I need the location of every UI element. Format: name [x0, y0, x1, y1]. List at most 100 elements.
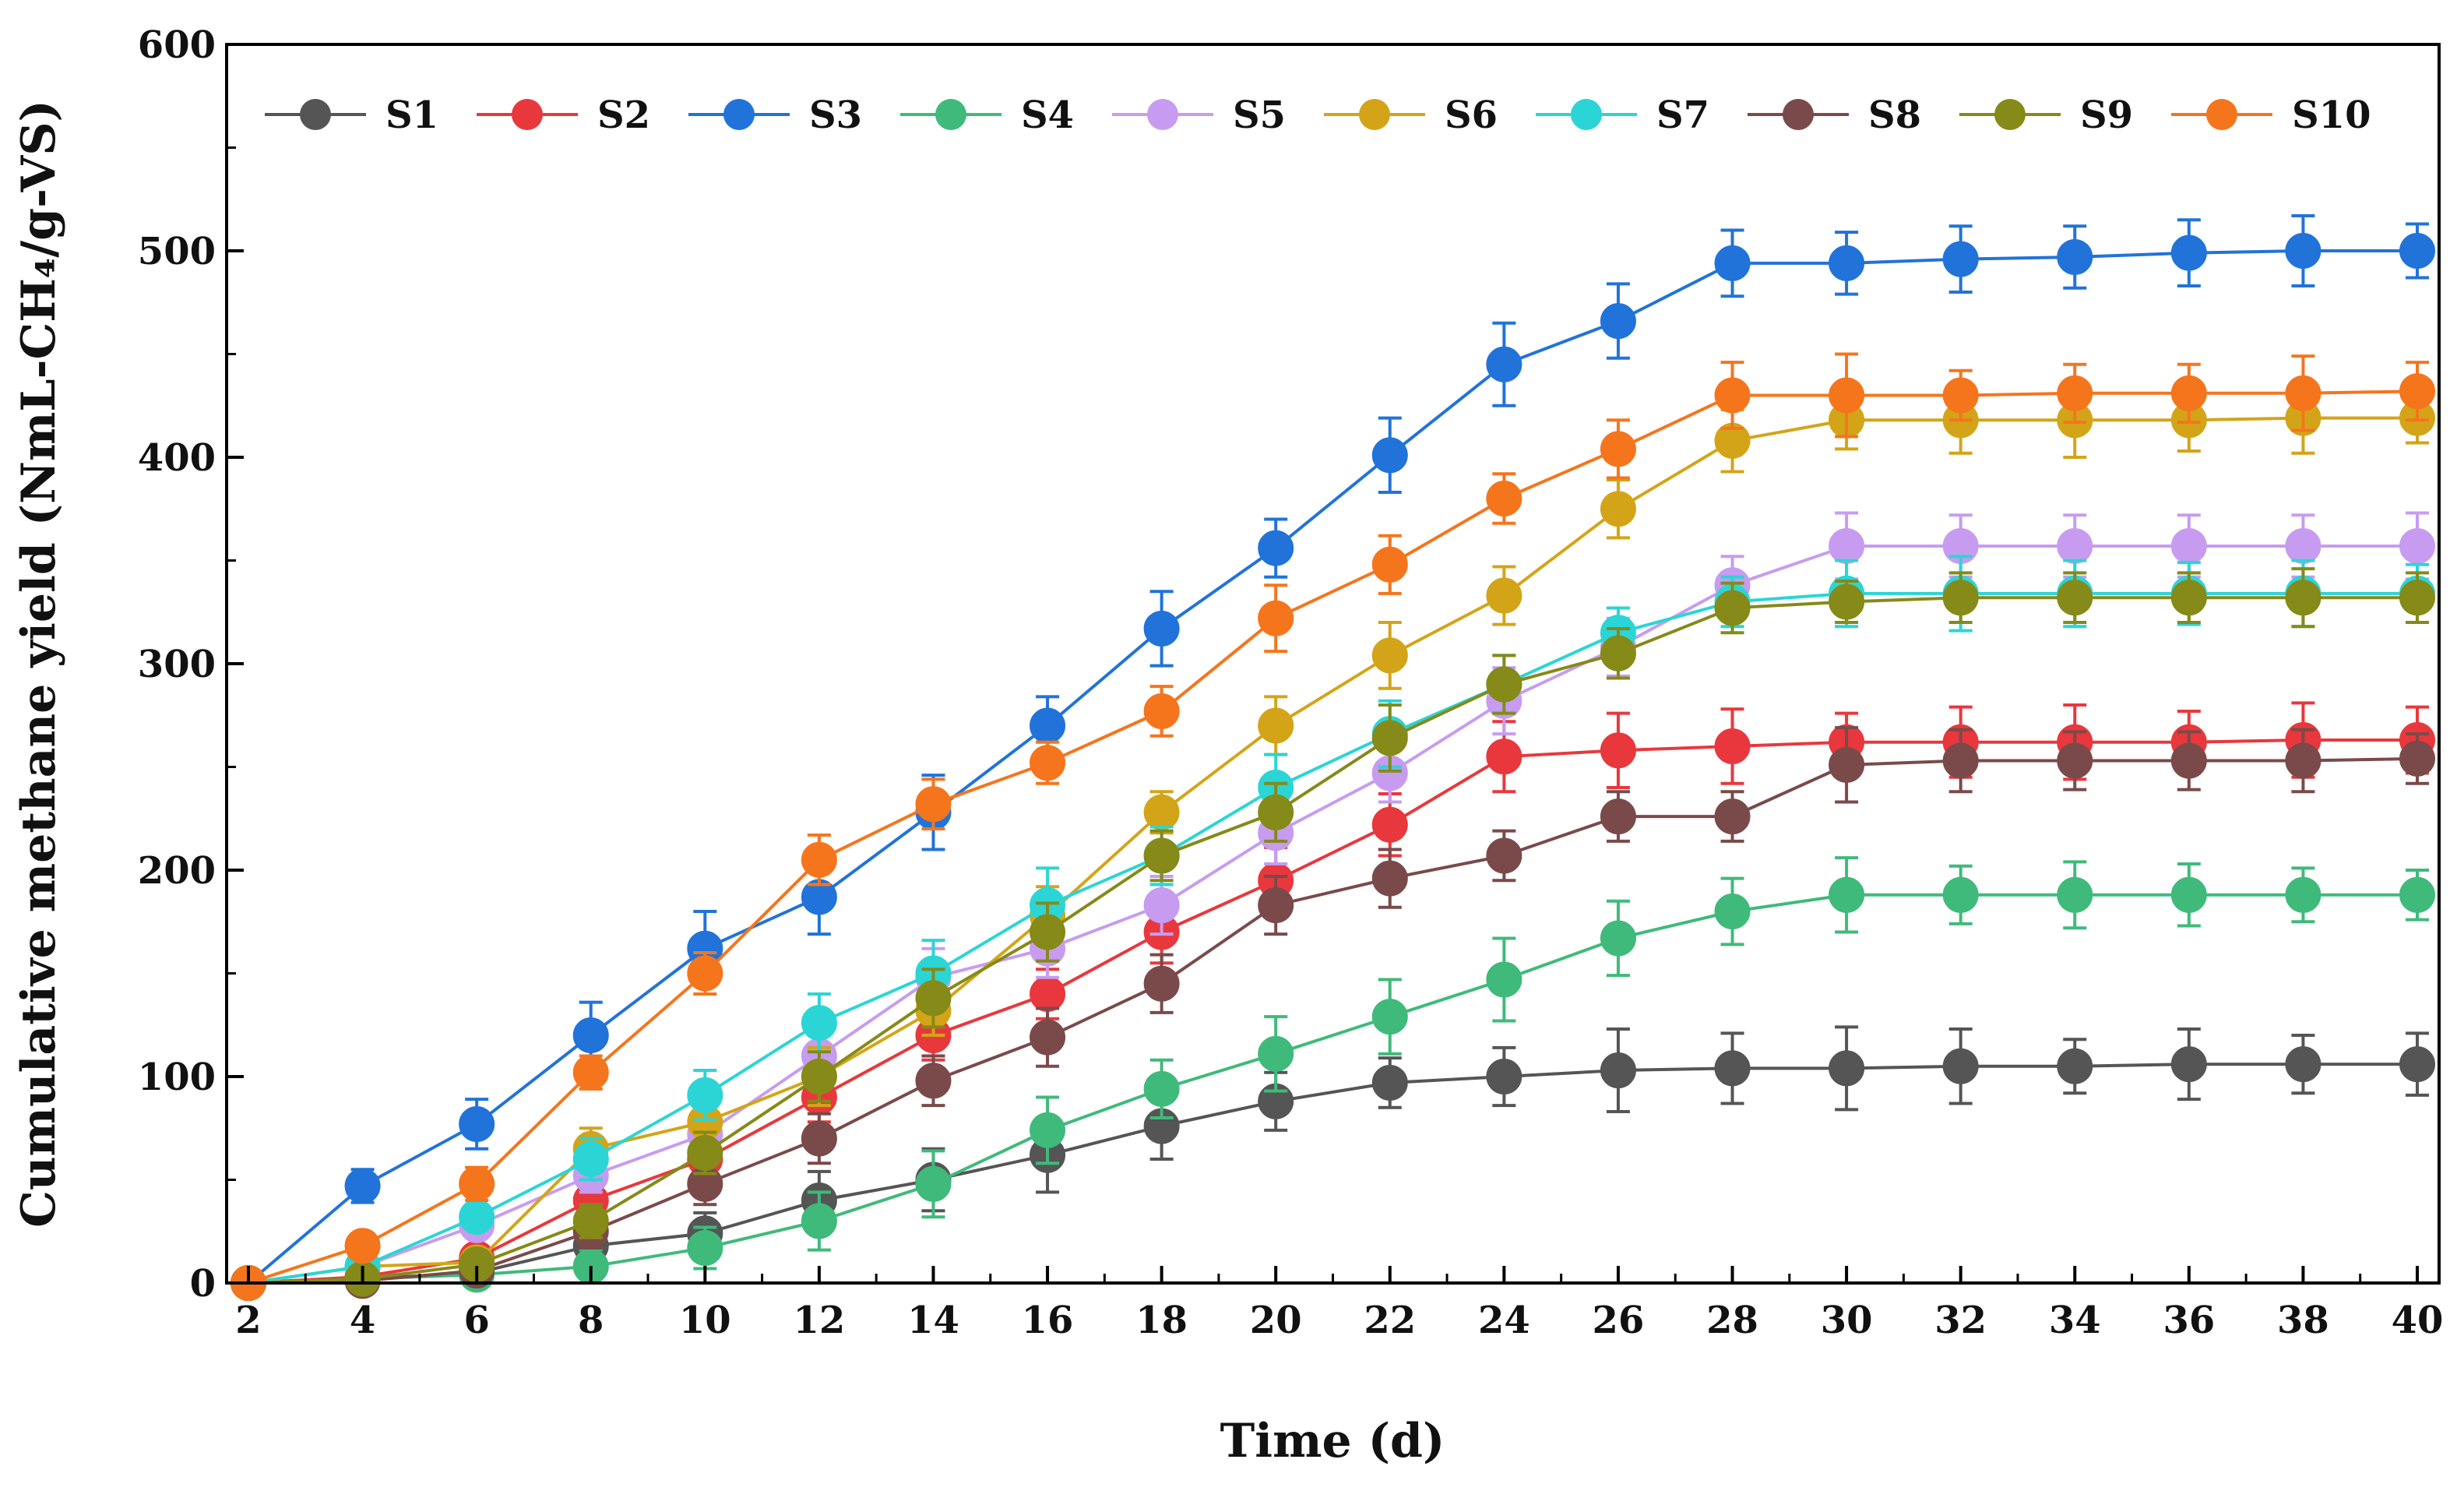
data-point — [687, 955, 723, 992]
data-point — [1829, 245, 1865, 281]
data-point — [1143, 887, 1180, 924]
data-point — [1942, 580, 1979, 616]
data-point — [2170, 1046, 2207, 1083]
data-point — [1371, 637, 1408, 674]
legend-label: S8 — [1868, 93, 1921, 137]
data-point — [1371, 437, 1408, 474]
series-line-s2 — [248, 738, 2417, 1285]
data-point — [687, 1077, 723, 1113]
data-point — [2285, 742, 2321, 779]
data-point — [2170, 876, 2207, 913]
data-point — [2285, 580, 2321, 616]
legend-marker — [1783, 99, 1814, 130]
data-point — [1258, 707, 1294, 744]
series-line-s3 — [247, 249, 2417, 1285]
legend-label: S1 — [385, 93, 438, 137]
y-tick-label: 500 — [138, 230, 216, 273]
data-point — [2399, 740, 2435, 777]
data-point — [687, 1229, 723, 1266]
data-point — [459, 1105, 495, 1142]
data-point — [2399, 580, 2435, 616]
data-point — [1942, 876, 1979, 913]
x-tick-label: 24 — [1478, 1299, 1530, 1342]
data-point — [1030, 1112, 1066, 1148]
x-tick-label: 12 — [793, 1299, 845, 1342]
data-point — [1600, 431, 1636, 467]
legend-marker — [300, 99, 331, 130]
data-point — [572, 1203, 609, 1239]
series-line-s5 — [248, 545, 2417, 1285]
x-tick-label: 30 — [1821, 1299, 1873, 1342]
legend-marker — [512, 99, 543, 130]
data-point — [1143, 794, 1180, 830]
legend-label: S5 — [1233, 93, 1286, 137]
data-point — [1942, 1048, 1979, 1084]
data-point — [801, 1059, 837, 1094]
data-point — [1714, 245, 1751, 281]
data-point — [1600, 303, 1636, 340]
data-point — [2285, 527, 2321, 564]
x-tick-label: 34 — [2049, 1299, 2101, 1342]
data-point — [1829, 746, 1865, 783]
series-line-s10 — [248, 389, 2418, 1285]
data-point — [2057, 742, 2093, 779]
data-point — [2057, 876, 2093, 913]
data-point — [2057, 580, 2093, 616]
legend-label: S6 — [1445, 93, 1498, 137]
x-tick-label: 8 — [578, 1299, 604, 1342]
data-point — [1714, 798, 1751, 835]
data-point — [915, 1063, 952, 1099]
y-tick-label: 300 — [138, 643, 216, 686]
x-tick-label: 18 — [1135, 1299, 1188, 1342]
data-point — [2057, 527, 2093, 564]
legend-label: S9 — [2080, 93, 2133, 137]
data-point — [2399, 233, 2435, 269]
legend-item-s8: S8 — [1748, 93, 1921, 137]
data-point — [2057, 375, 2093, 411]
data-point — [344, 1168, 381, 1204]
data-point — [344, 1228, 381, 1264]
legend: S1 S2 S3 S4 S5 S6 S7 S8 S9 S10 — [265, 93, 2371, 137]
data-point — [1829, 583, 1865, 620]
data-point — [1258, 530, 1294, 566]
data-point — [801, 1203, 837, 1239]
data-point — [1371, 546, 1408, 583]
x-tick-label: 40 — [2392, 1299, 2444, 1342]
legend-label: S4 — [1021, 93, 1074, 137]
data-point — [459, 1199, 495, 1235]
data-point — [1486, 837, 1522, 874]
data-point — [2399, 373, 2435, 410]
data-point — [687, 1135, 723, 1172]
data-point — [1714, 728, 1751, 764]
data-point — [1143, 965, 1180, 1002]
legend-label: S2 — [597, 93, 650, 137]
legend-item-s9: S9 — [1959, 93, 2133, 137]
data-point — [1600, 798, 1636, 835]
data-point — [1714, 1050, 1751, 1087]
x-tick-label: 26 — [1593, 1299, 1645, 1342]
data-point — [572, 1054, 609, 1091]
data-point — [2285, 375, 2321, 411]
data-point — [459, 1165, 495, 1202]
legend-marker — [1147, 99, 1178, 130]
y-axis-title: Cumulative methane yield (NmL-CH₄/g-VS) — [12, 100, 66, 1228]
data-point — [1600, 635, 1636, 671]
x-tick-label: 20 — [1250, 1299, 1302, 1342]
series-line-s8 — [248, 756, 2418, 1285]
legend-marker — [1994, 99, 2026, 130]
series-line-s6 — [248, 416, 2417, 1285]
data-point — [1371, 806, 1408, 843]
x-tick-label: 36 — [2163, 1299, 2215, 1342]
data-point — [2285, 1046, 2321, 1083]
legend-item-s4: S4 — [900, 93, 1074, 137]
data-point — [915, 786, 952, 823]
legend-marker — [1571, 99, 1602, 130]
x-tick-label: 38 — [2277, 1299, 2329, 1342]
data-point — [1371, 1064, 1408, 1101]
data-point — [1143, 610, 1180, 647]
data-point — [1030, 745, 1066, 781]
series-line-s4 — [248, 893, 2417, 1285]
data-point — [572, 1017, 609, 1053]
data-point — [1486, 666, 1522, 703]
data-point — [1486, 738, 1522, 775]
